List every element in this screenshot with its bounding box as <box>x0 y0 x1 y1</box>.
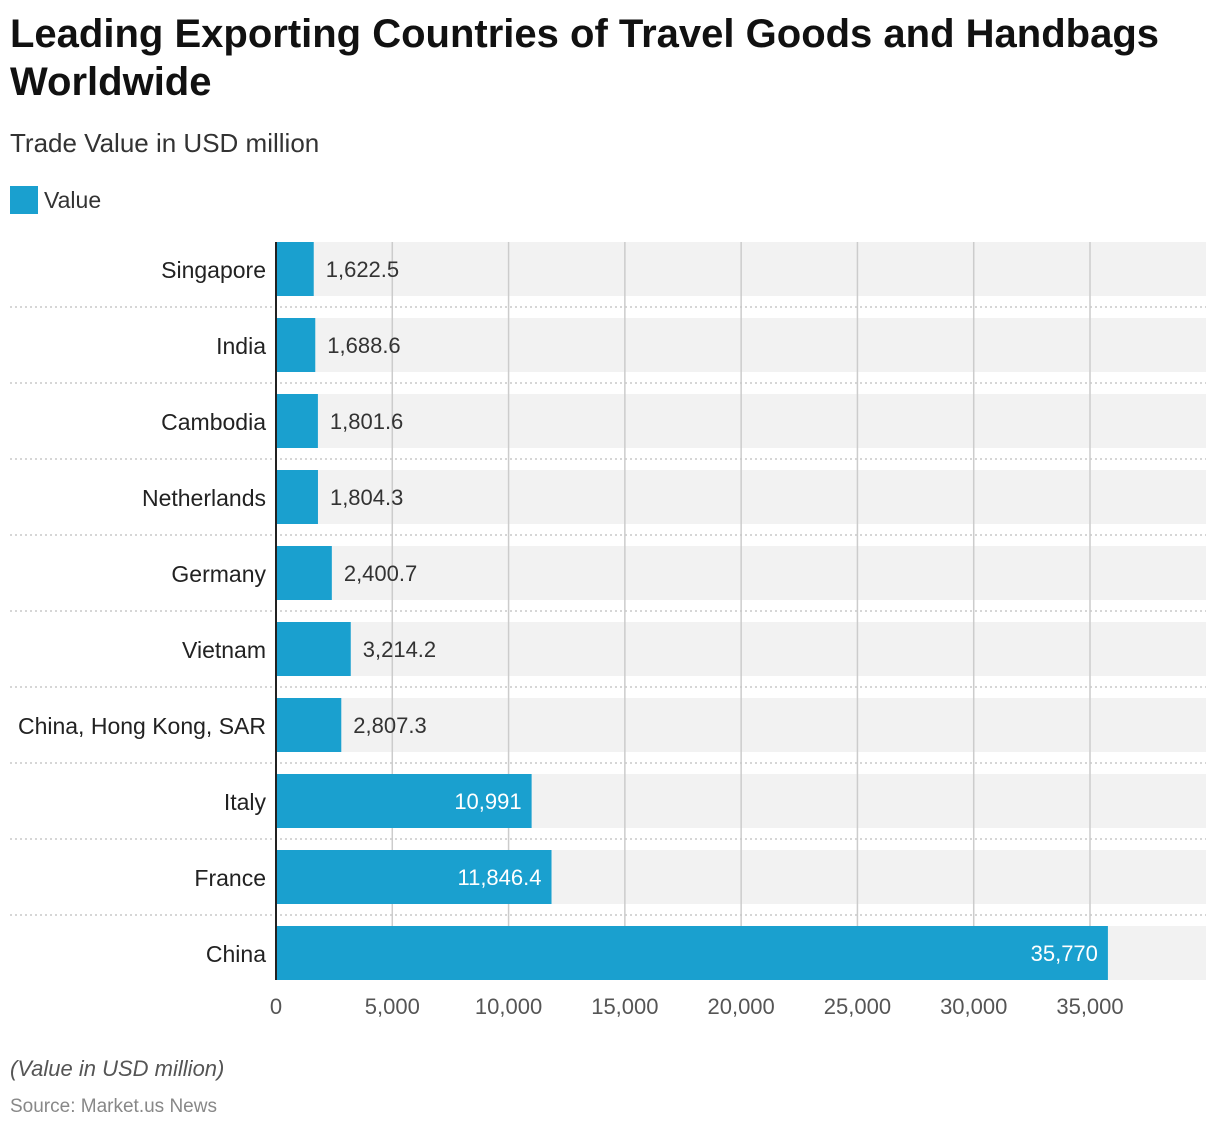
category-label: Germany <box>171 561 266 587</box>
value-label: 2,400.7 <box>344 561 417 586</box>
value-label: 1,801.6 <box>330 409 403 434</box>
x-tick-label: 5,000 <box>365 994 420 1019</box>
bar <box>276 850 552 904</box>
category-label: Italy <box>224 789 267 815</box>
category-label: China <box>206 941 266 967</box>
bar <box>276 926 1108 980</box>
x-tick-label: 0 <box>270 994 282 1019</box>
value-label: 1,688.6 <box>327 333 400 358</box>
x-tick-label: 10,000 <box>475 994 542 1019</box>
category-label: Netherlands <box>142 485 266 511</box>
chart-title: Leading Exporting Countries of Travel Go… <box>10 12 1160 104</box>
x-tick-label: 20,000 <box>707 994 774 1019</box>
value-label: 11,846.4 <box>457 865 541 890</box>
x-tick-label: 30,000 <box>940 994 1007 1019</box>
value-label: 3,214.2 <box>363 637 436 662</box>
value-label: 1,622.5 <box>326 257 399 282</box>
value-label: 1,804.3 <box>330 485 403 510</box>
x-tick-label: 15,000 <box>591 994 658 1019</box>
category-label: France <box>194 865 266 891</box>
value-label: 2,807.3 <box>353 713 426 738</box>
footnote: (Value in USD million) <box>10 1056 225 1081</box>
category-label: China, Hong Kong, SAR <box>18 713 266 739</box>
category-label: Cambodia <box>161 409 266 435</box>
bar <box>276 622 351 676</box>
bar <box>276 698 342 752</box>
legend-swatch <box>10 186 38 214</box>
legend: Value <box>10 186 101 214</box>
category-label: Vietnam <box>182 637 266 663</box>
bar <box>276 546 332 600</box>
source-text: Source: Market.us News <box>10 1096 217 1117</box>
legend-label: Value <box>44 186 102 213</box>
bar <box>276 470 318 524</box>
value-label: 35,770 <box>1031 941 1098 966</box>
category-label: India <box>216 333 266 359</box>
x-tick-label: 25,000 <box>824 994 891 1019</box>
x-tick-label: 35,000 <box>1056 994 1123 1019</box>
category-label: Singapore <box>161 257 266 283</box>
bar <box>276 774 532 828</box>
value-label: 10,991 <box>454 789 521 814</box>
bar <box>276 318 316 372</box>
chart-subtitle: Trade Value in USD million <box>10 128 320 158</box>
bar <box>276 242 314 296</box>
bar-chart: Singapore 1,622.5 India 1,688.6 Cambodia 1,80… <box>10 242 1206 1019</box>
bar <box>276 394 318 448</box>
